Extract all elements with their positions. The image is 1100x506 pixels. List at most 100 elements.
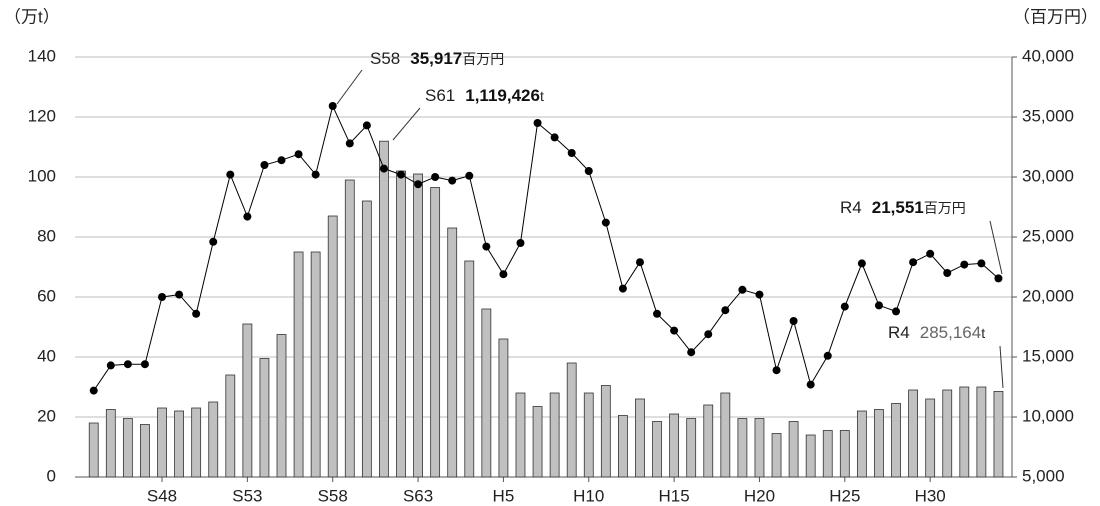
bar — [515, 392, 526, 478]
line-point — [550, 133, 559, 142]
line-point — [362, 121, 371, 130]
annotation-label: S58 — [370, 49, 400, 68]
annotation: S58 35,917百万円 — [370, 49, 504, 68]
line-point — [721, 306, 730, 315]
y-tick-label: 60 — [37, 286, 56, 305]
annotation-label: R4 — [840, 198, 862, 217]
bar — [686, 418, 697, 478]
annotation-unit: t — [981, 325, 985, 341]
y-tick-label: 100 — [28, 166, 56, 185]
bar — [344, 179, 355, 478]
line-point — [192, 309, 201, 318]
line-point — [379, 164, 388, 173]
bar — [618, 415, 628, 478]
y2-axis-title: （百万円） — [1013, 7, 1098, 26]
bar — [669, 413, 680, 478]
line-point — [311, 170, 320, 179]
annotation-leader — [999, 345, 1004, 389]
y2-tick-label: 30,000 — [1022, 166, 1074, 185]
bar — [771, 433, 782, 478]
annotation-unit: 百万円 — [462, 51, 504, 67]
line-point — [977, 259, 986, 268]
line-point — [943, 269, 952, 277]
annotation-unit: 百万円 — [924, 200, 966, 216]
bar — [566, 362, 577, 478]
bar — [891, 403, 901, 478]
bar — [703, 404, 714, 478]
bar — [635, 398, 645, 478]
bar — [856, 410, 867, 478]
y-tick-label: 80 — [37, 226, 56, 245]
line-point — [960, 260, 969, 269]
bar — [549, 392, 560, 478]
bar — [464, 260, 475, 478]
line-point — [277, 156, 286, 165]
line — [93, 104, 999, 391]
line-point — [140, 360, 149, 369]
line-point — [601, 218, 610, 227]
bar — [908, 389, 918, 478]
x-tick-label: S58 — [318, 486, 348, 505]
annotation-value: 21,551 — [872, 198, 924, 217]
bar — [532, 406, 543, 478]
bar — [737, 418, 748, 478]
line-point — [857, 259, 866, 268]
bar — [310, 251, 321, 478]
bar — [600, 385, 611, 478]
bar — [720, 392, 731, 478]
line-point — [260, 161, 269, 169]
line-point — [789, 317, 798, 325]
line-point — [431, 173, 440, 181]
line-point — [448, 176, 457, 185]
annotation: R4 21,551百万円 — [840, 198, 966, 217]
line-point — [209, 237, 218, 246]
bar — [754, 418, 765, 478]
line-point — [618, 284, 627, 293]
bar — [225, 374, 236, 478]
x-tick-label: S48 — [147, 486, 177, 505]
annotation-label: S61 — [425, 86, 455, 105]
line-point — [909, 258, 918, 267]
y2-tick-label: 40,000 — [1022, 46, 1074, 65]
bar — [105, 409, 116, 478]
bar — [361, 200, 372, 478]
x-tick-label: H10 — [573, 486, 604, 505]
line-point — [345, 139, 354, 148]
bar — [208, 401, 219, 478]
x-tick-label: H20 — [744, 486, 775, 505]
bar — [242, 323, 253, 478]
annotation-value: 1,119,426 — [465, 86, 540, 105]
line-point — [567, 149, 576, 157]
annotation-value: 35,917 — [410, 49, 462, 68]
line-point — [89, 386, 98, 395]
annotation-leader — [392, 107, 421, 141]
annotation-label: R4 — [888, 323, 910, 342]
bar — [259, 358, 270, 478]
line-point — [806, 380, 815, 389]
x-tick-label: S53 — [232, 486, 262, 505]
bar — [447, 227, 458, 478]
annotation: R4 285,164t — [888, 323, 985, 342]
line-point — [175, 290, 184, 299]
line-point — [635, 258, 644, 267]
bar — [481, 308, 492, 478]
bar — [88, 422, 99, 478]
bar — [327, 215, 338, 478]
bar — [174, 410, 184, 478]
bar — [276, 334, 287, 478]
bar — [959, 386, 970, 478]
bar — [191, 407, 202, 478]
line-point — [653, 309, 662, 318]
bar — [430, 187, 441, 478]
line-point — [243, 212, 252, 221]
line-point — [106, 361, 115, 370]
bar — [396, 170, 406, 478]
bar — [157, 407, 167, 478]
line-point — [482, 242, 491, 251]
x-tick-label: H30 — [915, 486, 946, 505]
line-point — [687, 348, 696, 357]
line-point — [123, 360, 132, 369]
line-point — [584, 167, 593, 175]
